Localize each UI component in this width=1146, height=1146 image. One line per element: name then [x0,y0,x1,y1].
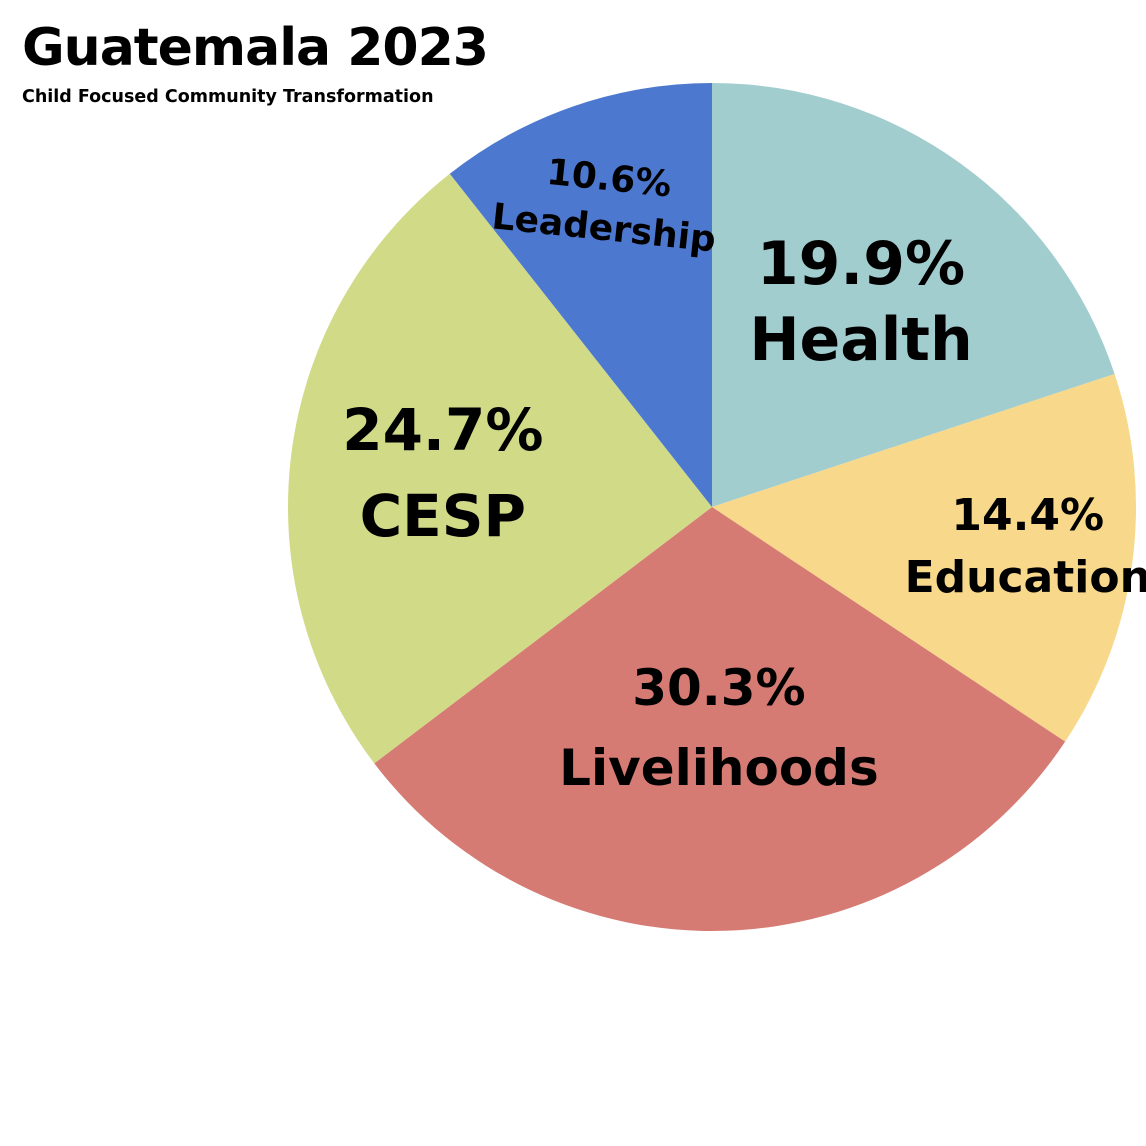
pie-slice-leadership [449,83,712,507]
pie-labels: 19.9%Health 14.4% Education 30.3% Livelihood… [342,152,1146,797]
slice-name-education: Education [905,552,1146,603]
pie-slice-livelihoods [374,507,1066,931]
slice-label-education: 14.4% Education [905,490,1146,603]
slice-percent-livelihoods: 30.3% [632,659,805,717]
slice-name-cesp: CESP [360,482,526,550]
pie-slice-education [712,373,1136,742]
chart-title: Guatemala 2023 [22,18,489,78]
pie-slices [287,83,1136,931]
slice-label-health: 19.9%Health [749,229,972,375]
slice-name-health: Health [749,305,972,375]
slice-percent-cesp: 24.7% [342,396,543,464]
chart-subtitle: Child Focused Community Transformation [22,87,434,107]
slice-label-cesp: 24.7% CESP [342,396,543,550]
pie-slice-health [712,83,1115,507]
slice-percent-education: 14.4% [951,490,1104,541]
slice-name-livelihoods: Livelihoods [559,739,879,797]
pie-slice-cesp [287,173,712,764]
slice-label-livelihoods: 30.3% Livelihoods [559,659,879,797]
slice-percent-health: 19.9% [757,229,965,299]
